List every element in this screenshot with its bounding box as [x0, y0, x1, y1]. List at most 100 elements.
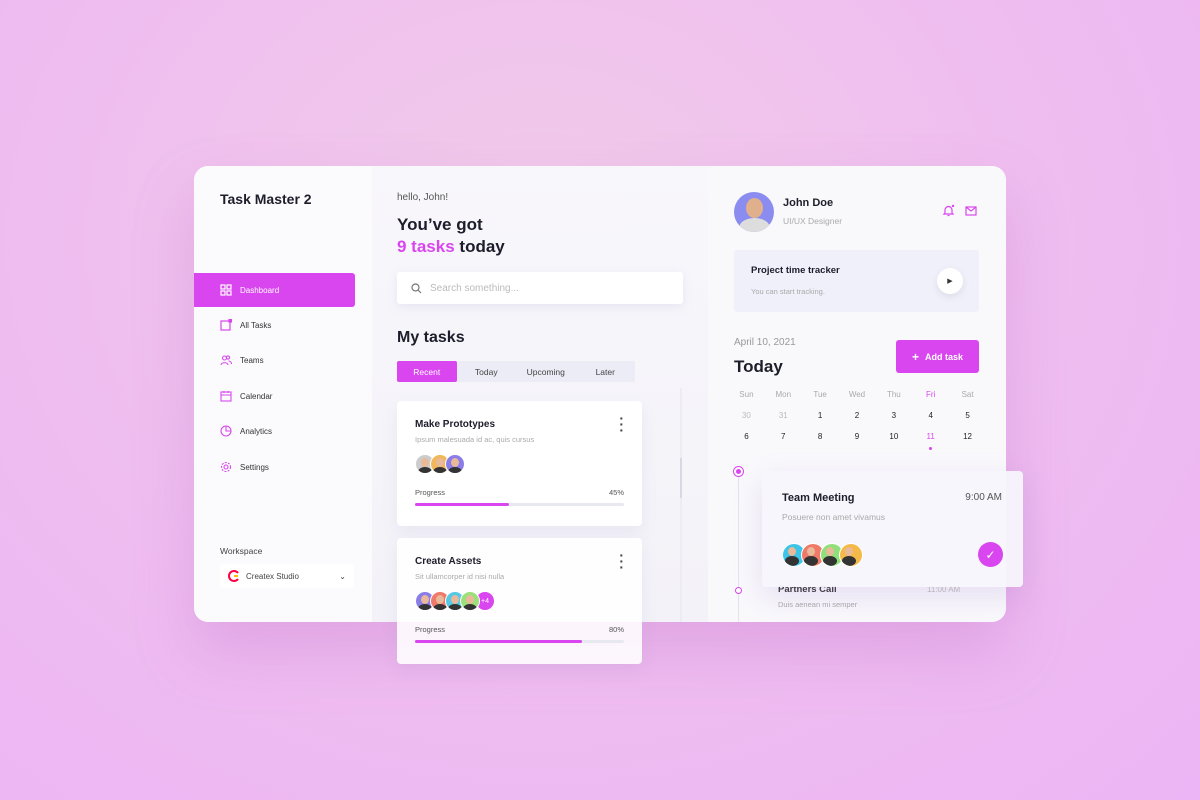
search-placeholder: Search something...: [430, 282, 519, 294]
scrollbar-thumb[interactable]: [680, 458, 682, 498]
sidebar-item-analytics[interactable]: Analytics: [194, 414, 355, 448]
avatar-group: +4: [415, 591, 624, 611]
calendar-day[interactable]: 31: [778, 411, 788, 420]
profile-role: UI/UX Designer: [783, 216, 843, 226]
workspace-select[interactable]: Createx Studio ⌄: [220, 564, 354, 588]
play-icon: ▶: [947, 278, 953, 285]
calendar-day[interactable]: 12: [963, 432, 973, 441]
progress-label: Progress: [415, 488, 446, 497]
avatar: [839, 543, 863, 567]
weekday-label: Wed: [848, 390, 866, 399]
event-card[interactable]: Team Meeting 9:00 AM Posuere non amet vi…: [762, 471, 1023, 587]
add-task-label: Add task: [925, 351, 964, 362]
sidebar-item-label: Analytics: [240, 426, 273, 436]
avatar-group: [415, 454, 624, 474]
more-options-icon[interactable]: · · ·: [619, 547, 624, 575]
event-subtitle: Posuere non amet vivamus: [782, 512, 885, 522]
tab-today[interactable]: Today: [474, 366, 498, 377]
tab-recent[interactable]: Recent: [397, 361, 457, 382]
calendar-day[interactable]: 3: [891, 411, 897, 420]
plus-icon: +: [911, 349, 919, 364]
task-card[interactable]: · · · Make Prototypes Ipsum malesuada id a…: [397, 401, 642, 526]
users-icon: [220, 355, 232, 366]
calendar-icon: [220, 391, 232, 402]
sidebar-item-teams[interactable]: Teams: [194, 343, 355, 377]
task-title: Make Prototypes: [415, 419, 496, 430]
timeline-line: [738, 471, 739, 622]
event-title: Team Meeting: [782, 492, 855, 504]
calendar-day[interactable]: 7: [781, 432, 786, 441]
task-card[interactable]: · · · Create Assets Sit ullamcorper id nis…: [397, 538, 642, 664]
sidebar-item-label: All Tasks: [240, 320, 272, 330]
progress-value: 80%: [608, 625, 624, 634]
sidebar-item-dashboard[interactable]: Dashboard: [194, 273, 355, 307]
weekday-label: Sun: [739, 390, 754, 399]
mail-icon[interactable]: [965, 206, 977, 216]
scrollbar[interactable]: [680, 388, 682, 622]
bell-icon[interactable]: [942, 204, 955, 217]
search-icon: [411, 282, 422, 293]
tracker-title: Project time tracker: [751, 265, 840, 276]
more-options-icon[interactable]: · · ·: [619, 410, 624, 438]
avatar: [460, 591, 480, 611]
task-count: 9 tasks: [397, 237, 455, 256]
calendar-day[interactable]: 8: [817, 432, 823, 441]
task-subtitle: Ipsum malesuada id ac, quis cursus: [415, 435, 535, 444]
task-title: Create Assets: [415, 556, 482, 567]
avatar: [445, 454, 465, 474]
tab-upcoming[interactable]: Upcoming: [526, 366, 565, 377]
current-date: April 10, 2021: [734, 337, 796, 348]
calendar-day[interactable]: 5: [965, 411, 970, 420]
calendar-day[interactable]: 2: [854, 411, 860, 420]
sidebar: Task Master 2 Dashboard All Tasks Teams …: [194, 166, 372, 622]
avatar[interactable]: [734, 192, 774, 232]
calendar-day[interactable]: 30: [741, 411, 751, 420]
calendar-day[interactable]: 1: [817, 411, 823, 420]
sidebar-item-calendar[interactable]: Calendar: [194, 379, 355, 413]
check-icon: ✓: [985, 547, 996, 562]
progress-bar: [415, 640, 624, 643]
task-tabs: Recent Today Upcoming Later: [397, 361, 635, 382]
sidebar-item-all-tasks[interactable]: All Tasks: [194, 308, 355, 342]
weekday-label: Fri: [926, 390, 936, 399]
section-title: My tasks: [397, 329, 465, 346]
calendar-day[interactable]: 9: [854, 432, 860, 441]
timeline-dot-active: [733, 466, 744, 477]
avatar: [820, 543, 844, 567]
timeline-dot: [735, 587, 742, 594]
task-subtitle: Sit ullamcorper id nisi nulla: [415, 572, 505, 581]
sidebar-item-label: Calendar: [240, 391, 273, 401]
progress-fill: [415, 503, 510, 506]
calendar-day[interactable]: 10: [889, 432, 899, 441]
play-button[interactable]: ▶: [937, 268, 963, 294]
headline-line-1: You’ve got: [397, 215, 483, 234]
weekday-label: Tue: [813, 390, 827, 399]
profile-name: John Doe: [783, 197, 834, 209]
app-window: Task Master 2 Dashboard All Tasks Teams …: [194, 166, 1006, 622]
workspace-label: Workspace: [220, 546, 263, 556]
complete-button[interactable]: ✓: [978, 542, 1003, 567]
headline-today: today: [459, 237, 505, 256]
sidebar-item-settings[interactable]: Settings: [194, 450, 355, 484]
chevron-down-icon: ⌄: [339, 571, 346, 581]
time-tracker: Project time tracker You can start track…: [734, 250, 979, 312]
app-logo: Task Master 2: [220, 191, 312, 207]
calendar-day-selected[interactable]: 11: [912, 432, 949, 450]
event-time: 11:00 AM: [927, 585, 961, 594]
calendar-day[interactable]: 4: [928, 411, 933, 420]
search-input[interactable]: Search something...: [397, 272, 683, 304]
greeting: hello, John!: [397, 192, 449, 203]
weekday-label: Mon: [775, 390, 792, 399]
more-avatars-badge[interactable]: +4: [475, 591, 495, 611]
grid-icon: [220, 284, 232, 296]
add-task-button[interactable]: + Add task: [896, 340, 979, 373]
progress-bar: [415, 503, 624, 506]
pie-chart-icon: [220, 425, 232, 437]
tab-later[interactable]: Later: [595, 366, 615, 377]
event-subtitle: Duis aenean mi semper: [778, 600, 858, 609]
calendar-grid: Sun Mon Tue Wed Thu Fri Sat 30 31 1 2 3 4 5 6 7 8 9 10 11 12: [728, 390, 986, 450]
event-title: Partners Call: [778, 584, 837, 595]
weekday-label: Sat: [961, 390, 974, 399]
calendar-day[interactable]: 6: [744, 432, 749, 441]
sidebar-item-label: Dashboard: [240, 285, 280, 295]
